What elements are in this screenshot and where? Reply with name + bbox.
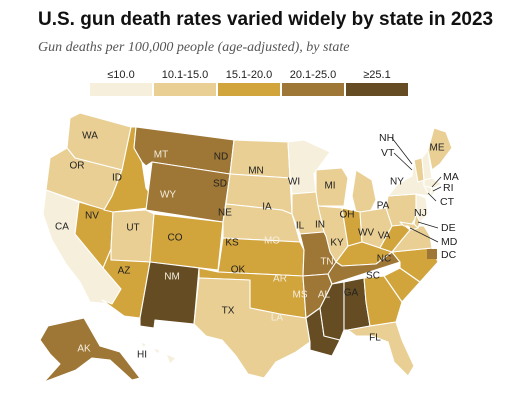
leader-md [409, 227, 439, 243]
state-TX[interactable] [193, 277, 311, 379]
ext-label-DE: DE [441, 222, 456, 234]
state-label-AL: AL [318, 290, 331, 301]
legend-swatch [218, 83, 280, 96]
legend-item-bin4: ≥25.1 [346, 68, 408, 96]
state-MA[interactable] [423, 177, 443, 189]
leader-ri [432, 186, 442, 192]
state-label-AR: AR [273, 274, 287, 285]
state-label-MO: MO [264, 236, 280, 247]
state-label-OK: OK [231, 265, 246, 276]
leader-ct [427, 192, 437, 202]
state-label-NE: NE [218, 208, 232, 219]
state-RI[interactable] [429, 187, 435, 197]
state-label-IN: IN [315, 220, 325, 231]
state-label-TN: TN [320, 257, 333, 268]
state-NJ[interactable] [415, 193, 429, 223]
map-subtitle: Gun deaths per 100,000 people (age-adjus… [38, 40, 350, 55]
legend-label: 20.1-25.0 [289, 69, 337, 81]
legend-item-bin1: 10.1-15.0 [154, 68, 216, 96]
dc-swatch[interactable] [427, 249, 437, 259]
state-MD[interactable] [399, 221, 419, 231]
state-label-AZ: AZ [118, 266, 131, 277]
state-label-OH: OH [340, 210, 355, 221]
ext-label-RI: RI [443, 182, 454, 194]
state-label-MT: MT [154, 150, 168, 161]
state-label-MN: MN [248, 166, 264, 177]
legend-item-bin0: ≤10.0 [90, 68, 152, 96]
state-label-ND: ND [214, 152, 228, 163]
leader-nh [391, 137, 413, 165]
map-title: U.S. gun death rates varied widely by st… [38, 9, 494, 30]
state-WI[interactable] [315, 167, 349, 207]
legend: ≤10.0 10.1-15.0 15.1-20.0 20.1-25.0 ≥25.… [90, 68, 410, 98]
state-label-NV: NV [85, 211, 99, 222]
ext-label-MD: MD [441, 236, 458, 248]
state-label-KS: KS [225, 238, 239, 249]
ext-label-NH: NH [379, 132, 394, 144]
state-NM[interactable] [139, 261, 200, 329]
legend-item-bin3: 20.1-25.0 [282, 68, 344, 96]
state-label-SC: SC [366, 271, 380, 282]
state-AK[interactable] [39, 317, 141, 383]
state-label-MI: MI [324, 181, 335, 192]
legend-swatch [154, 83, 216, 96]
state-label-FL: FL [369, 333, 381, 344]
state-MI[interactable] [351, 169, 377, 213]
state-label-IL: IL [296, 221, 305, 232]
state-label-NC: NC [377, 254, 391, 265]
ext-label-MA: MA [443, 171, 459, 183]
legend-label: ≤10.0 [107, 69, 135, 81]
state-ME[interactable] [427, 127, 453, 171]
state-label-KY: KY [330, 238, 344, 249]
state-label-CO: CO [168, 233, 183, 244]
leader-vt [393, 152, 413, 171]
state-UT[interactable] [110, 209, 155, 263]
state-shapes [39, 112, 453, 383]
state-label-ME: ME [430, 143, 445, 154]
state-FL[interactable] [347, 321, 415, 377]
ext-label-CT: CT [440, 196, 455, 208]
state-label-GA: GA [344, 288, 359, 299]
state-label-LA: LA [271, 313, 284, 324]
ext-label-NJ: NJ [414, 207, 427, 219]
legend-label: 10.1-15.0 [161, 69, 209, 81]
external-labels: NH VT MA RI CT NJ DE MD DC [379, 132, 459, 261]
legend-item-bin2: 15.1-20.0 [218, 68, 280, 96]
state-HI[interactable] [139, 341, 177, 365]
state-label-NY: NY [390, 177, 404, 188]
legend-swatch [282, 83, 344, 96]
state-label-TX: TX [222, 306, 235, 317]
state-label-PA: PA [377, 201, 390, 212]
legend-label: ≥25.1 [363, 69, 391, 81]
ext-label-DC: DC [441, 249, 457, 261]
ext-label-VT: VT [381, 147, 395, 159]
state-CO[interactable] [149, 213, 224, 271]
state-label-IA: IA [262, 202, 272, 213]
state-label-AK: AK [77, 344, 91, 355]
state-label-NM: NM [164, 272, 180, 283]
leader-de [417, 221, 439, 229]
state-label-CA: CA [55, 222, 69, 233]
state-label-WI: WI [288, 177, 300, 188]
state-label-VA: VA [378, 231, 391, 242]
state-label-WY: WY [160, 190, 176, 201]
us-map: WA OR CA ID NV AZ UT MT WY CO NM ND SD N… [39, 112, 459, 383]
legend-swatch [90, 83, 152, 96]
state-label-UT: UT [126, 223, 139, 234]
dc-legend-swatch [427, 249, 437, 259]
leader-ma [431, 176, 442, 188]
state-labels: WA OR CA ID NV AZ UT MT WY CO NM ND SD N… [55, 131, 445, 361]
state-label-WA: WA [82, 131, 98, 142]
legend-label: 15.1-20.0 [225, 69, 273, 81]
state-MN[interactable] [287, 139, 331, 195]
leader-lines [391, 137, 442, 243]
state-label-HI: HI [137, 350, 147, 361]
state-label-WV: WV [358, 228, 374, 239]
state-label-MS: MS [293, 290, 308, 301]
state-label-ID: ID [112, 173, 122, 184]
state-label-OR: OR [70, 161, 85, 172]
state-label-SD: SD [213, 179, 227, 190]
legend-swatch [346, 83, 408, 96]
